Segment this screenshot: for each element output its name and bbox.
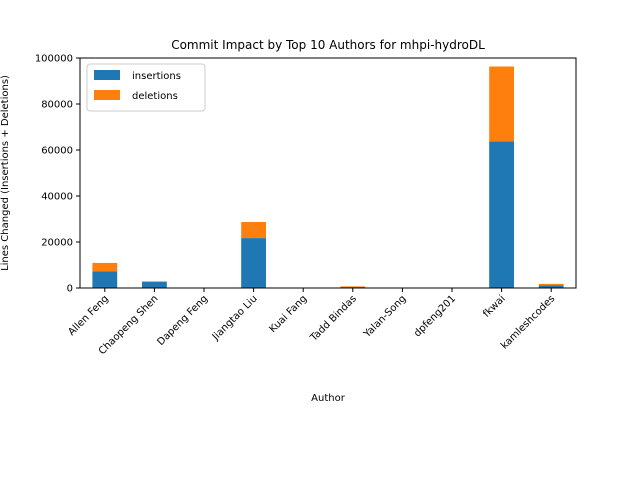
bar-insertions-0 xyxy=(92,271,118,288)
bar-insertions-1 xyxy=(142,282,167,288)
x-tick-label: dpfeng201 xyxy=(412,293,458,339)
x-tick-label: Yalan-Song xyxy=(361,293,408,340)
legend-swatch-deletions xyxy=(94,90,120,100)
chart-title: Commit Impact by Top 10 Authors for mhpi… xyxy=(171,38,485,52)
y-tick-label: 80000 xyxy=(41,100,73,111)
y-axis: 0 20000 40000 60000 80000 100000 xyxy=(35,54,80,295)
bar-deletions-8 xyxy=(489,66,514,142)
x-tick-label: kamleshcodes xyxy=(499,293,557,351)
bar-deletions-5 xyxy=(340,286,366,288)
plot-frame xyxy=(79,57,577,289)
legend-swatch-insertions xyxy=(94,70,120,80)
y-tick-label: 60000 xyxy=(41,146,73,157)
y-tick-label: 0 xyxy=(67,284,73,295)
y-axis-label: Lines Changed (Insertions + Deletions) xyxy=(0,75,11,271)
legend: insertions deletions xyxy=(86,63,206,112)
bar-insertions-9 xyxy=(538,285,564,288)
bars xyxy=(92,66,564,288)
x-tick-label: Jiangtao Liu xyxy=(210,293,260,343)
y-tick-label: 40000 xyxy=(41,192,73,203)
y-tick-label: 20000 xyxy=(41,238,73,249)
bar-deletions-3 xyxy=(241,221,266,239)
x-axis-label: Author xyxy=(311,393,346,404)
x-tick-label: Dapeng Feng xyxy=(155,293,210,348)
bar-insertions-8 xyxy=(489,141,514,288)
bar-deletions-1 xyxy=(142,281,167,283)
legend-label-insertions: insertions xyxy=(132,71,181,82)
y-tick-label: 100000 xyxy=(35,54,73,65)
bar-deletions-9 xyxy=(538,283,564,286)
x-tick-label: fkwai xyxy=(481,293,507,319)
x-tick-label: Kuai Fang xyxy=(268,293,310,335)
legend-label-deletions: deletions xyxy=(132,91,178,102)
x-tick-label: Tadd Bindas xyxy=(308,293,359,344)
x-tick-label: Allen Feng xyxy=(66,293,111,338)
bar-deletions-0 xyxy=(92,262,118,272)
bar-insertions-3 xyxy=(241,238,266,288)
